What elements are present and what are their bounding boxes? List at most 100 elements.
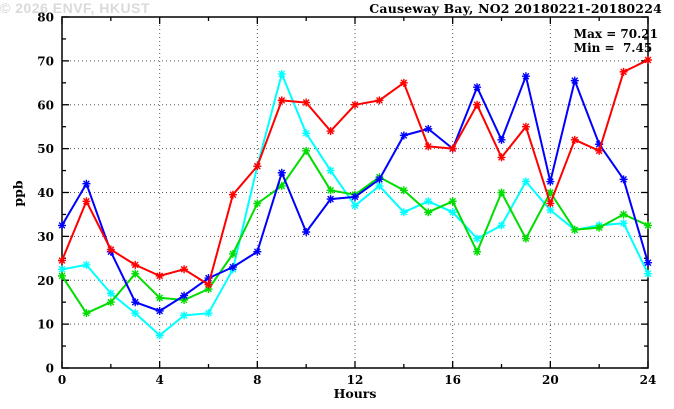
series-green-marker	[131, 269, 140, 278]
y-tick-label: 0	[46, 362, 54, 376]
series-red-marker	[570, 135, 579, 144]
series-blue-marker	[277, 168, 286, 177]
series-blue-marker	[375, 175, 384, 184]
max-min-annotation: Max = 70.21 Min = 7.45	[574, 27, 658, 55]
series-blue-marker	[619, 175, 628, 184]
min-annotation: Min = 7.45	[573, 41, 653, 55]
series-blue-marker	[351, 192, 359, 201]
series-green-marker	[497, 188, 506, 197]
series-red-marker	[204, 280, 213, 289]
x-tick-label: 12	[347, 373, 364, 387]
series-red-marker	[106, 245, 115, 254]
series-red-marker	[448, 144, 457, 153]
series-cyan-marker	[644, 269, 652, 278]
series-green-marker	[424, 208, 433, 217]
series-blue-marker	[521, 72, 530, 81]
series-red-marker	[619, 67, 628, 76]
x-axis-label: Hours	[333, 386, 377, 401]
series-blue-marker	[228, 263, 237, 272]
series-red-marker	[375, 96, 384, 105]
x-tick-label: 16	[444, 373, 461, 387]
x-tick-label: 8	[253, 373, 261, 387]
series-red-marker	[180, 265, 189, 274]
series-green-marker	[546, 188, 555, 197]
series-red-marker	[546, 199, 555, 208]
series-blue-marker	[595, 140, 604, 149]
series-cyan-marker	[302, 129, 311, 138]
x-tick-label: 24	[640, 373, 657, 387]
series-green-marker	[204, 285, 213, 294]
series-red-marker	[326, 127, 335, 136]
x-tick-label: 4	[155, 373, 163, 387]
series-red-marker	[82, 197, 91, 206]
series-blue-marker	[253, 247, 262, 256]
series-red-marker	[253, 162, 262, 171]
series-red-marker	[497, 153, 506, 162]
series-green-marker	[570, 225, 579, 234]
series-blue-marker	[131, 298, 140, 307]
series-green-marker	[473, 247, 482, 256]
series-red-marker	[595, 146, 604, 155]
series-green-marker	[326, 186, 335, 195]
series-blue-marker	[302, 227, 311, 236]
series-cyan-marker	[204, 309, 213, 318]
x-tick-label: 20	[542, 373, 559, 387]
series-green-marker	[253, 199, 262, 208]
series-blue-marker	[82, 179, 91, 188]
series-blue-marker	[326, 195, 335, 204]
series-cyan-marker	[473, 234, 482, 243]
max-annotation: Max = 70.21	[573, 27, 658, 41]
series-cyan-marker	[326, 166, 335, 175]
series-green-marker	[180, 295, 189, 304]
series-blue-marker	[424, 124, 433, 133]
series-green-marker	[619, 210, 628, 219]
series-red-marker	[644, 55, 652, 64]
series-blue-marker	[546, 177, 555, 186]
series-red-marker	[277, 96, 286, 105]
y-axis-label: ppb	[10, 180, 26, 207]
series-red-marker	[58, 256, 66, 265]
series-green-marker	[302, 146, 311, 155]
series-red-marker	[473, 100, 482, 109]
series-cyan-marker	[399, 208, 408, 217]
y-tick-label: 20	[37, 274, 54, 288]
y-tick-label: 70	[37, 54, 54, 68]
series-cyan-marker	[619, 219, 628, 228]
y-tick-label: 10	[37, 318, 54, 332]
series-red-marker	[351, 100, 359, 109]
series-cyan-marker	[521, 177, 530, 186]
series-cyan-marker	[58, 265, 66, 274]
series-blue-marker	[570, 76, 579, 85]
series-cyan-marker	[180, 311, 189, 320]
series-red-marker	[228, 190, 237, 199]
x-tick-label: 0	[58, 373, 66, 387]
series-red-marker	[302, 98, 311, 107]
series-blue-marker	[180, 291, 189, 300]
series-cyan-marker	[497, 221, 506, 230]
y-tick-label: 50	[37, 142, 54, 156]
series-cyan-marker	[375, 181, 384, 190]
y-tick-label: 60	[37, 98, 54, 112]
series-cyan-marker	[351, 201, 359, 210]
series-green-marker	[155, 293, 164, 302]
series-green-marker	[58, 271, 66, 280]
series-cyan-marker	[82, 260, 91, 269]
series-cyan-marker	[131, 309, 140, 318]
watermark: © 2026 ENVF, HKUST	[0, 0, 151, 16]
series-green-marker	[399, 186, 408, 195]
series-cyan-marker	[106, 289, 115, 298]
series-green-marker	[228, 249, 237, 258]
series-blue-marker	[644, 258, 652, 267]
series-blue-marker	[497, 135, 506, 144]
series-green-marker	[106, 298, 115, 307]
series-green-marker	[82, 309, 91, 318]
chart-title: Causeway Bay, NO2 20180221-20180224	[369, 1, 662, 16]
series-green-marker	[521, 234, 530, 243]
series-blue-marker	[58, 221, 66, 230]
series-cyan-marker	[277, 70, 286, 79]
series-green-line	[61, 149, 649, 315]
series-green-marker	[448, 197, 457, 206]
series-cyan-marker	[424, 197, 433, 206]
